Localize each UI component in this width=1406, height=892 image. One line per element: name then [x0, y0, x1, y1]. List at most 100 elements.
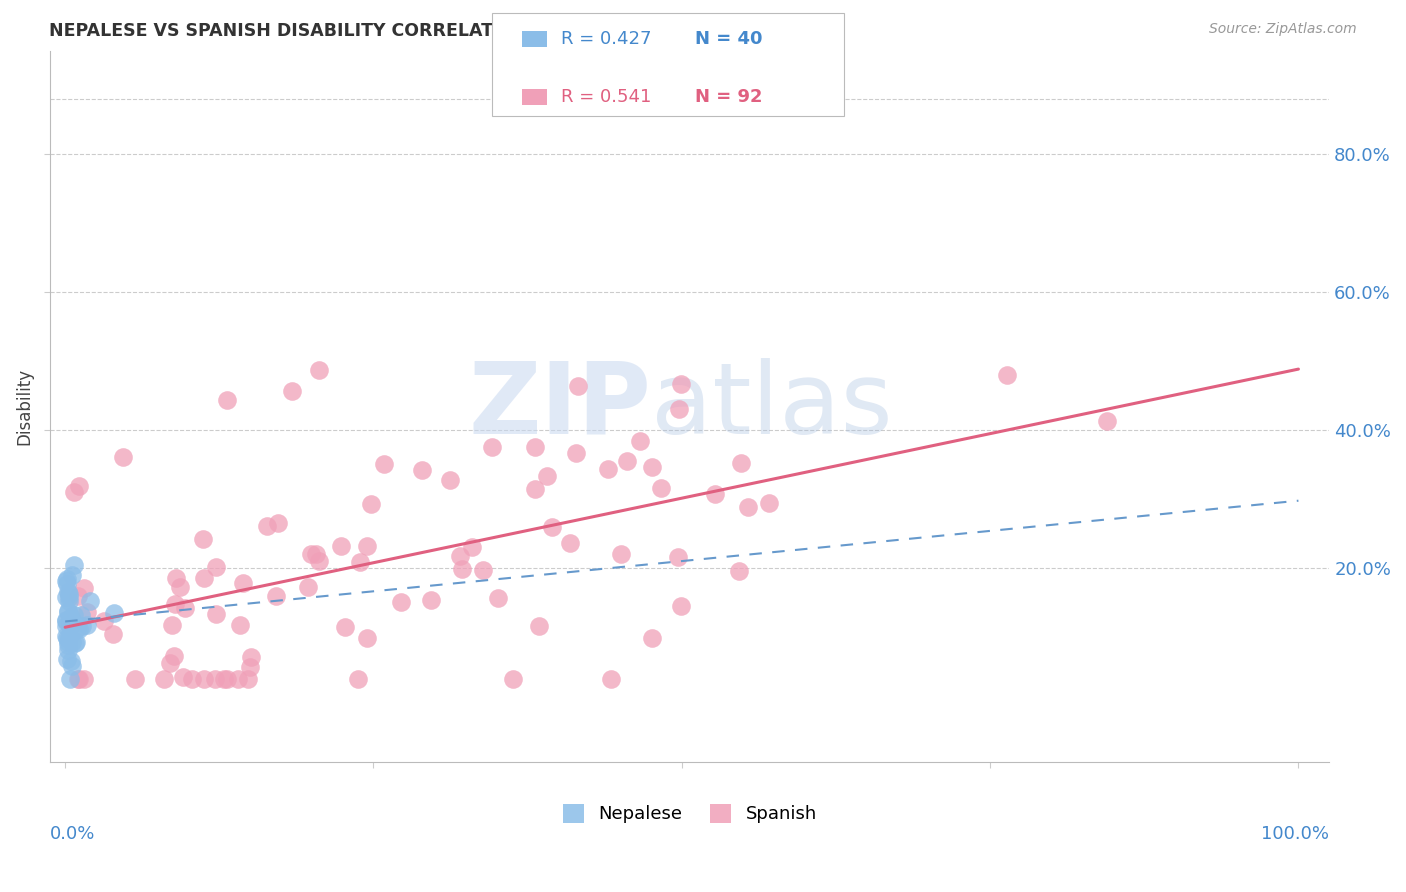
Point	[55, 614, 77, 628]
Point	[299, 547, 322, 561]
Point	[191, 532, 214, 546]
Point	[596, 462, 619, 476]
Point	[152, 672, 174, 686]
Point	[486, 591, 509, 606]
Point	[60, 612, 83, 626]
Point	[666, 550, 689, 565]
Point	[67, 672, 90, 686]
Point	[55, 572, 77, 586]
Point	[193, 672, 215, 686]
Point	[169, 580, 191, 594]
Point	[267, 516, 290, 530]
Point	[76, 606, 98, 620]
Point	[58, 594, 80, 608]
Point	[728, 564, 751, 578]
Point	[193, 570, 215, 584]
Point	[995, 368, 1018, 382]
Point	[67, 622, 90, 636]
Point	[565, 446, 588, 460]
Point	[373, 457, 395, 471]
Text: 0.0%: 0.0%	[51, 825, 96, 844]
Point	[524, 441, 547, 455]
Point	[72, 672, 94, 686]
Point	[461, 540, 484, 554]
Text: 100.0%: 100.0%	[1261, 825, 1329, 844]
Point	[204, 672, 226, 686]
Point	[668, 402, 690, 417]
Point	[630, 434, 652, 448]
Point	[56, 635, 79, 649]
Point	[524, 482, 547, 496]
Point	[163, 648, 186, 663]
Point	[669, 599, 692, 613]
Point	[471, 563, 494, 577]
Point	[567, 379, 589, 393]
Point	[58, 590, 80, 604]
Point	[56, 638, 79, 652]
Point	[76, 618, 98, 632]
Point	[256, 519, 278, 533]
Point	[65, 634, 87, 648]
Point	[181, 672, 204, 686]
Point	[449, 549, 471, 564]
Point	[58, 587, 80, 601]
Point	[58, 604, 80, 618]
Point	[280, 384, 302, 399]
Point	[63, 558, 86, 572]
Point	[308, 362, 330, 376]
Point	[650, 481, 672, 495]
Point	[330, 539, 353, 553]
Text: R = 0.427: R = 0.427	[561, 30, 651, 48]
Point	[79, 594, 101, 608]
Point	[356, 632, 378, 646]
Point	[236, 672, 259, 686]
Point	[232, 576, 254, 591]
Point	[62, 608, 84, 623]
Point	[333, 620, 356, 634]
Point	[502, 672, 524, 686]
Point	[172, 670, 194, 684]
Point	[439, 473, 461, 487]
Text: NEPALESE VS SPANISH DISABILITY CORRELATION CHART: NEPALESE VS SPANISH DISABILITY CORRELATI…	[49, 22, 600, 40]
Point	[163, 597, 186, 611]
Point	[63, 485, 86, 500]
Point	[217, 672, 239, 686]
Point	[240, 649, 263, 664]
Point	[356, 539, 378, 553]
Text: Source: ZipAtlas.com: Source: ZipAtlas.com	[1209, 22, 1357, 37]
Point	[349, 555, 371, 569]
Point	[60, 568, 83, 582]
Point	[66, 672, 89, 686]
Point	[758, 496, 780, 510]
Point	[347, 672, 370, 686]
Point	[541, 520, 564, 534]
Point	[55, 574, 77, 588]
Point	[59, 654, 82, 668]
Text: atlas: atlas	[651, 358, 893, 455]
Text: N = 92: N = 92	[695, 88, 762, 106]
Point	[450, 562, 472, 576]
Point	[72, 619, 94, 633]
Point	[55, 590, 77, 604]
Point	[204, 559, 226, 574]
Point	[124, 672, 146, 686]
Point	[60, 659, 83, 673]
Point	[159, 656, 181, 670]
Point	[67, 479, 90, 493]
Point	[360, 497, 382, 511]
Point	[63, 636, 86, 650]
Point	[55, 629, 77, 643]
Point	[162, 618, 184, 632]
Text: ZIP: ZIP	[468, 358, 651, 455]
Point	[93, 614, 115, 628]
Point	[59, 672, 82, 686]
Point	[600, 672, 623, 686]
Point	[297, 580, 319, 594]
Point	[66, 589, 89, 603]
Point	[56, 631, 79, 645]
Y-axis label: Disability: Disability	[15, 368, 32, 444]
Point	[389, 594, 412, 608]
Point	[70, 608, 93, 623]
Point	[239, 659, 262, 673]
Point	[56, 577, 79, 591]
